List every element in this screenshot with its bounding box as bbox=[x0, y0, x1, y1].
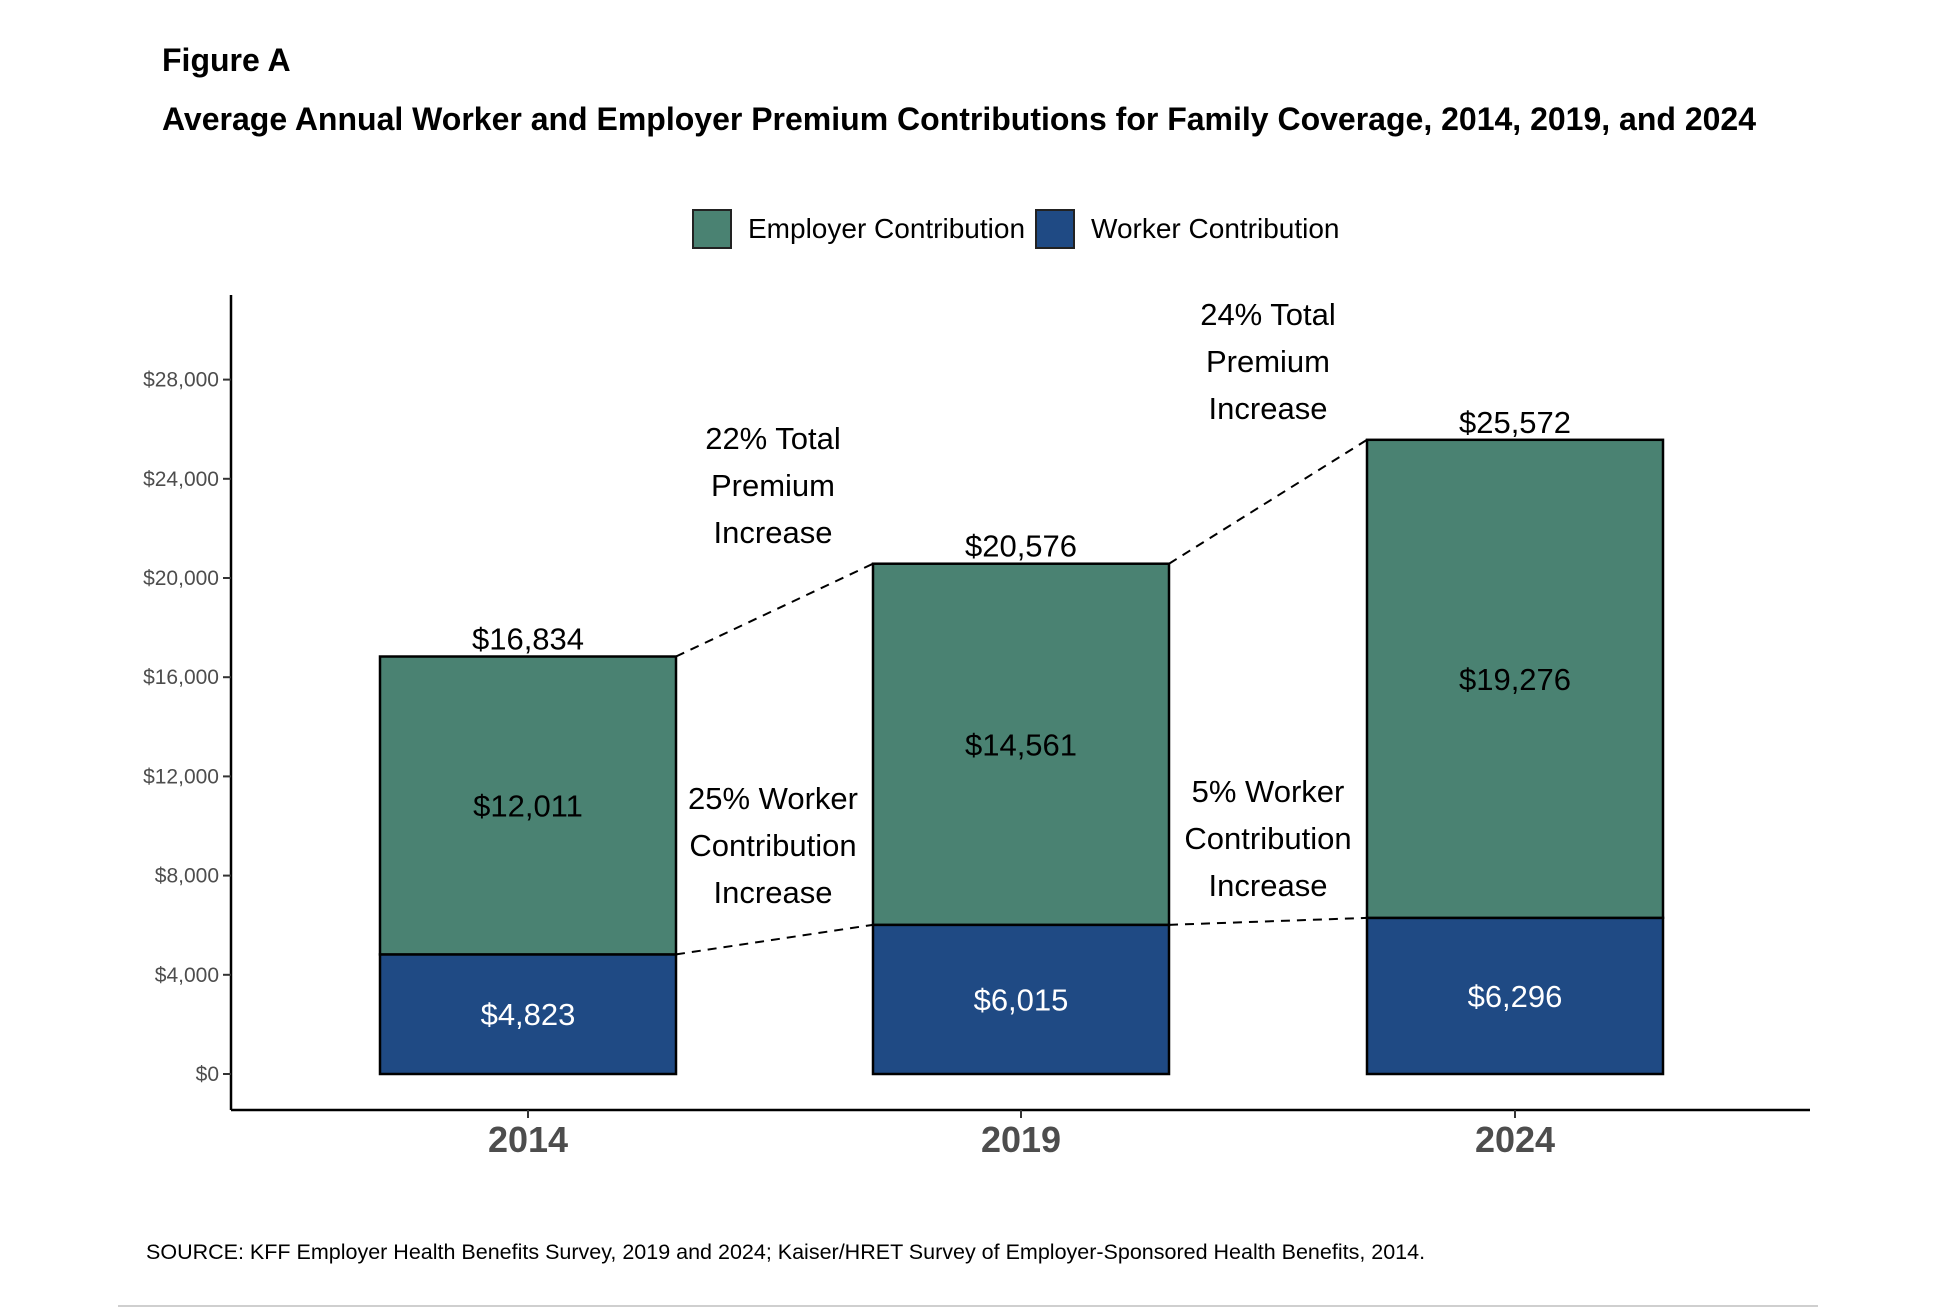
bar-worker bbox=[378, 953, 678, 1076]
legend-swatch-worker bbox=[1035, 209, 1076, 249]
connector-total bbox=[675, 562, 874, 658]
y-tick-label: $4,000 bbox=[155, 964, 219, 987]
bar-employer bbox=[1365, 438, 1665, 920]
y-tick-label: $24,000 bbox=[143, 468, 219, 491]
legend-item-worker: Worker Contribution bbox=[1035, 209, 1340, 249]
legend-label-worker: Worker Contribution bbox=[1091, 213, 1340, 244]
data-label-employer: $14,561 bbox=[965, 727, 1077, 762]
legend-label-employer: Employer Contribution bbox=[748, 213, 1026, 244]
connector-worker bbox=[1168, 916, 1368, 926]
x-tick-label: 2019 bbox=[981, 1119, 1061, 1160]
legend-swatch-employer bbox=[692, 209, 732, 249]
x-tick-label: 2014 bbox=[488, 1119, 568, 1160]
y-tick-label: $12,000 bbox=[143, 765, 219, 788]
bar-employer bbox=[871, 562, 1171, 927]
chart-title: Average Annual Worker and Employer Premi… bbox=[162, 101, 1756, 137]
bar-employer bbox=[378, 655, 678, 956]
annotation-worker: 5% Worker Contribution Increase bbox=[1184, 774, 1351, 903]
data-label-total: $20,576 bbox=[965, 529, 1077, 564]
connector-total bbox=[1168, 438, 1368, 565]
data-label-worker: $4,823 bbox=[481, 997, 576, 1032]
legend-item-employer: Employer Contribution bbox=[692, 209, 1025, 249]
data-label-total: $25,572 bbox=[1459, 405, 1571, 440]
bar-worker bbox=[871, 923, 1171, 1076]
y-tick-label: $28,000 bbox=[143, 369, 219, 392]
y-tick-label: $8,000 bbox=[155, 865, 219, 888]
y-tick-label: $16,000 bbox=[143, 666, 219, 689]
x-tick-label: 2024 bbox=[1475, 1119, 1555, 1160]
annotation-total: 24% Total Premium Increase bbox=[1200, 297, 1336, 426]
connector-worker bbox=[675, 923, 874, 956]
legend: Employer Contribution Worker Contributio… bbox=[692, 207, 1350, 251]
y-tick-label: $0 bbox=[196, 1063, 219, 1086]
bar-worker bbox=[1365, 916, 1665, 1076]
data-label-employer: $19,276 bbox=[1459, 662, 1571, 697]
data-label-employer: $12,011 bbox=[473, 788, 583, 823]
data-label-worker: $6,015 bbox=[974, 982, 1069, 1017]
data-label-worker: $6,296 bbox=[1468, 979, 1563, 1014]
figure-label: Figure A bbox=[162, 42, 291, 78]
data-label-total: $16,834 bbox=[472, 622, 584, 657]
annotation-total: 22% Total Premium Increase bbox=[705, 421, 841, 550]
y-tick-label: $20,000 bbox=[143, 567, 219, 590]
source-note: SOURCE: KFF Employer Health Benefits Sur… bbox=[146, 1240, 1426, 1264]
annotation-worker: 25% Worker Contribution Increase bbox=[688, 781, 858, 910]
